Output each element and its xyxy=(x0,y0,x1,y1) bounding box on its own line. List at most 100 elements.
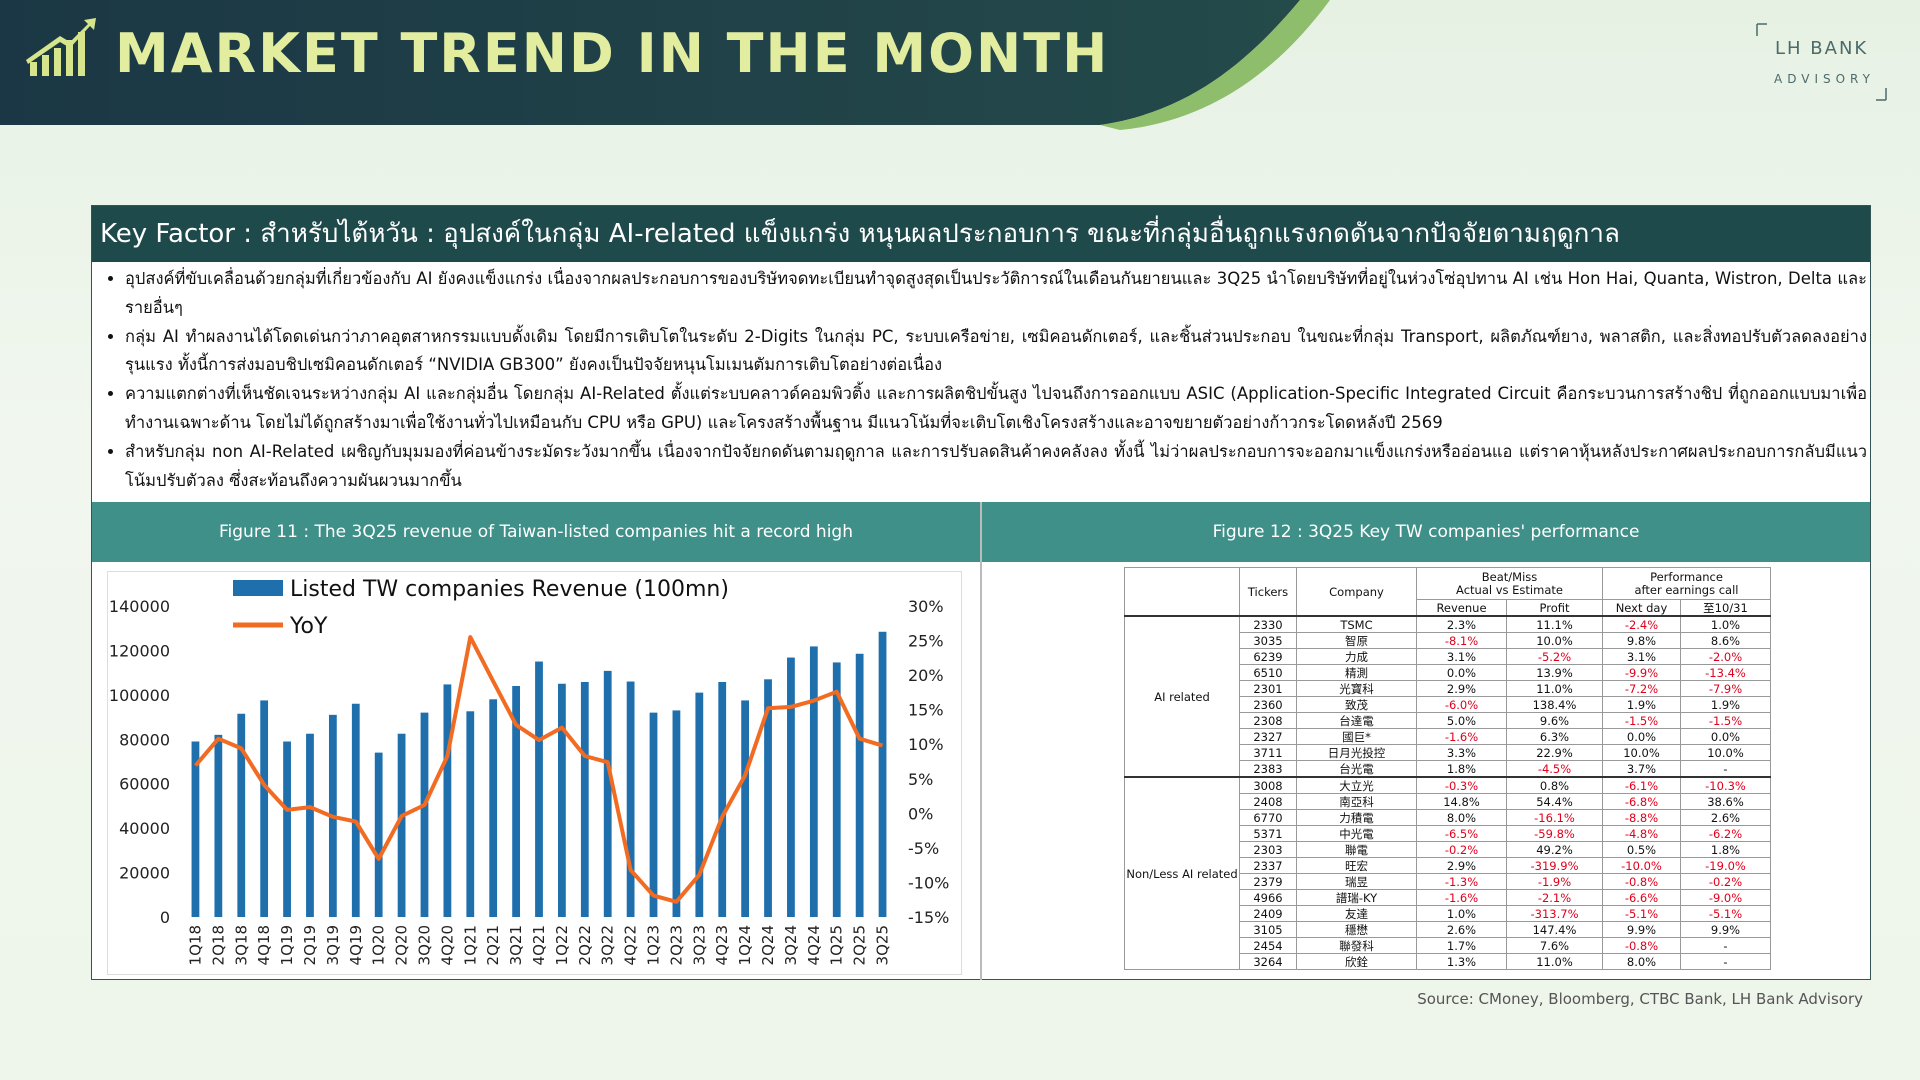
table-cell: 2.9% xyxy=(1416,857,1507,874)
table-cell: 0.0% xyxy=(1680,728,1771,745)
bullet-list: อุปสงค์ที่ขับเคลื่อนด้วยกลุ่มที่เกี่ยวข้… xyxy=(97,265,1867,495)
table-row: 3105 穩懋 2.6% 147.4% 9.9% 9.9% xyxy=(1125,921,1771,938)
table-cell: 3035 xyxy=(1239,632,1297,649)
table-cell: 9.9% xyxy=(1602,921,1681,938)
header-text: Performance xyxy=(1650,569,1723,584)
table-cell: -6.5% xyxy=(1416,825,1507,842)
header-cell: Next day xyxy=(1602,599,1681,617)
performance-table: Tickers Company Beat/Miss Actual vs Estim… xyxy=(1124,567,1771,970)
table-cell: 3264 xyxy=(1239,953,1297,970)
table-cell: 1.0% xyxy=(1416,905,1507,922)
table-cell: 2330 xyxy=(1239,615,1297,633)
table-cell: 聯發科 xyxy=(1296,937,1417,954)
table-cell: -4.8% xyxy=(1602,825,1681,842)
table-cell: 精測 xyxy=(1296,664,1417,681)
table-cell: -313.7% xyxy=(1506,905,1603,922)
table-cell: 2360 xyxy=(1239,696,1297,713)
table-cell: -8.8% xyxy=(1602,809,1681,826)
table-row: 6510 精測 0.0% 13.9% -9.9% -13.4% xyxy=(1125,664,1771,681)
table-cell: -1.5% xyxy=(1680,712,1771,729)
header-text: Actual vs Estimate xyxy=(1456,582,1563,597)
table-cell: 2383 xyxy=(1239,760,1297,778)
table-cell: 1.8% xyxy=(1416,760,1507,778)
table-cell: 5371 xyxy=(1239,825,1297,842)
table-row: Non/Less AI related 3008 大立光 -0.3% 0.8% -6.1%… xyxy=(1124,776,1771,970)
table-cell: 1.0% xyxy=(1680,615,1771,633)
logo-frame xyxy=(1756,23,1887,101)
header-title: MARKET TREND IN THE MONTH xyxy=(115,22,1110,85)
table-cell: - xyxy=(1680,760,1771,778)
table-cell: -4.5% xyxy=(1506,760,1603,778)
table-cell: -9.0% xyxy=(1680,889,1771,906)
table-cell: -7.2% xyxy=(1602,680,1681,697)
table-cell: 6770 xyxy=(1239,809,1297,826)
table-cell: 22.9% xyxy=(1506,744,1603,761)
table-row: 6770 力積電 8.0% -16.1% -8.8% 2.6% xyxy=(1125,809,1771,826)
table-row: 2379 瑞昱 -1.3% -1.9% -0.8% -0.2% xyxy=(1125,873,1771,890)
table-cell: 6.3% xyxy=(1506,728,1603,745)
table-cell: 中光電 xyxy=(1296,825,1417,842)
table-cell: -9.9% xyxy=(1602,664,1681,681)
header-cell: Profit xyxy=(1506,599,1603,617)
table-cell: 0.0% xyxy=(1602,728,1681,745)
group-cell: Non/Less AI related xyxy=(1124,776,1240,970)
table-cell: -6.1% xyxy=(1602,776,1681,794)
table-cell: 9.9% xyxy=(1680,921,1771,938)
table-cell: 3.7% xyxy=(1602,760,1681,778)
table-cell: 日月光投控 xyxy=(1296,744,1417,761)
table-cell: -16.1% xyxy=(1506,809,1603,826)
table-cell: 2.6% xyxy=(1680,809,1771,826)
table-cell: -319.9% xyxy=(1506,857,1603,874)
bullet: อุปสงค์ที่ขับเคลื่อนด้วยกลุ่มที่เกี่ยวข้… xyxy=(125,265,1867,323)
table-cell: -2.0% xyxy=(1680,648,1771,665)
table-cell: 致茂 xyxy=(1296,696,1417,713)
table-cell: 3711 xyxy=(1239,744,1297,761)
table-row: 2454 聯發科 1.7% 7.6% -0.8% - xyxy=(1125,937,1771,954)
table-cell: 7.6% xyxy=(1506,937,1603,954)
table-cell: 13.9% xyxy=(1506,664,1603,681)
table-row: 4966 譜瑞-KY -1.6% -2.1% -6.6% -9.0% xyxy=(1125,889,1771,906)
table-cell: 1.3% xyxy=(1416,953,1507,970)
table-cell: -1.6% xyxy=(1416,889,1507,906)
header-cell: Revenue xyxy=(1416,599,1507,617)
table-row: 2408 南亞科 14.8% 54.4% -6.8% 38.6% xyxy=(1125,793,1771,810)
table-cell: 國巨* xyxy=(1296,728,1417,745)
table-cell: -5.2% xyxy=(1506,648,1603,665)
table-cell: 10.0% xyxy=(1680,744,1771,761)
table-cell: - xyxy=(1680,937,1771,954)
table-cell: 2454 xyxy=(1239,937,1297,954)
table-cell: 力積電 xyxy=(1296,809,1417,826)
table-cell: -8.1% xyxy=(1416,632,1507,649)
table-cell: TSMC xyxy=(1296,615,1417,633)
table-cell: -6.6% xyxy=(1602,889,1681,906)
table-cell: 11.0% xyxy=(1506,953,1603,970)
header-cell: Performance after earnings call xyxy=(1602,567,1771,600)
table-cell: 0.0% xyxy=(1416,664,1507,681)
header-band xyxy=(0,0,1300,125)
table-row: 3711 日月光投控 3.3% 22.9% 10.0% 10.0% xyxy=(1125,744,1771,761)
table-cell: 友達 xyxy=(1296,905,1417,922)
table-cell: 瑞昱 xyxy=(1296,873,1417,890)
table-cell: 2308 xyxy=(1239,712,1297,729)
group-cell: AI related xyxy=(1124,615,1240,778)
divider xyxy=(980,502,982,980)
table-cell: 2.9% xyxy=(1416,680,1507,697)
table-cell: 譜瑞-KY xyxy=(1296,889,1417,906)
table-cell: -0.8% xyxy=(1602,873,1681,890)
table-cell: 光寶科 xyxy=(1296,680,1417,697)
table-cell: 8.0% xyxy=(1416,809,1507,826)
table-cell: -19.0% xyxy=(1680,857,1771,874)
table-cell: -0.8% xyxy=(1602,937,1681,954)
table-cell: 8.0% xyxy=(1602,953,1681,970)
header-cell: Company xyxy=(1296,567,1417,617)
bullet: กลุ่ม AI ทำผลงานได้โดดเด่นกว่าภาคอุตสาหก… xyxy=(125,323,1867,381)
table-cell: -6.2% xyxy=(1680,825,1771,842)
table-cell: 3105 xyxy=(1239,921,1297,938)
table-cell: - xyxy=(1680,953,1771,970)
header-icon xyxy=(26,18,96,76)
table-cell: 2.6% xyxy=(1416,921,1507,938)
table-cell: 2409 xyxy=(1239,905,1297,922)
table-cell: 6510 xyxy=(1239,664,1297,681)
key-factor-title: Key Factor : สำหรับไต้หวัน : อุปสงค์ในกล… xyxy=(92,206,1870,262)
